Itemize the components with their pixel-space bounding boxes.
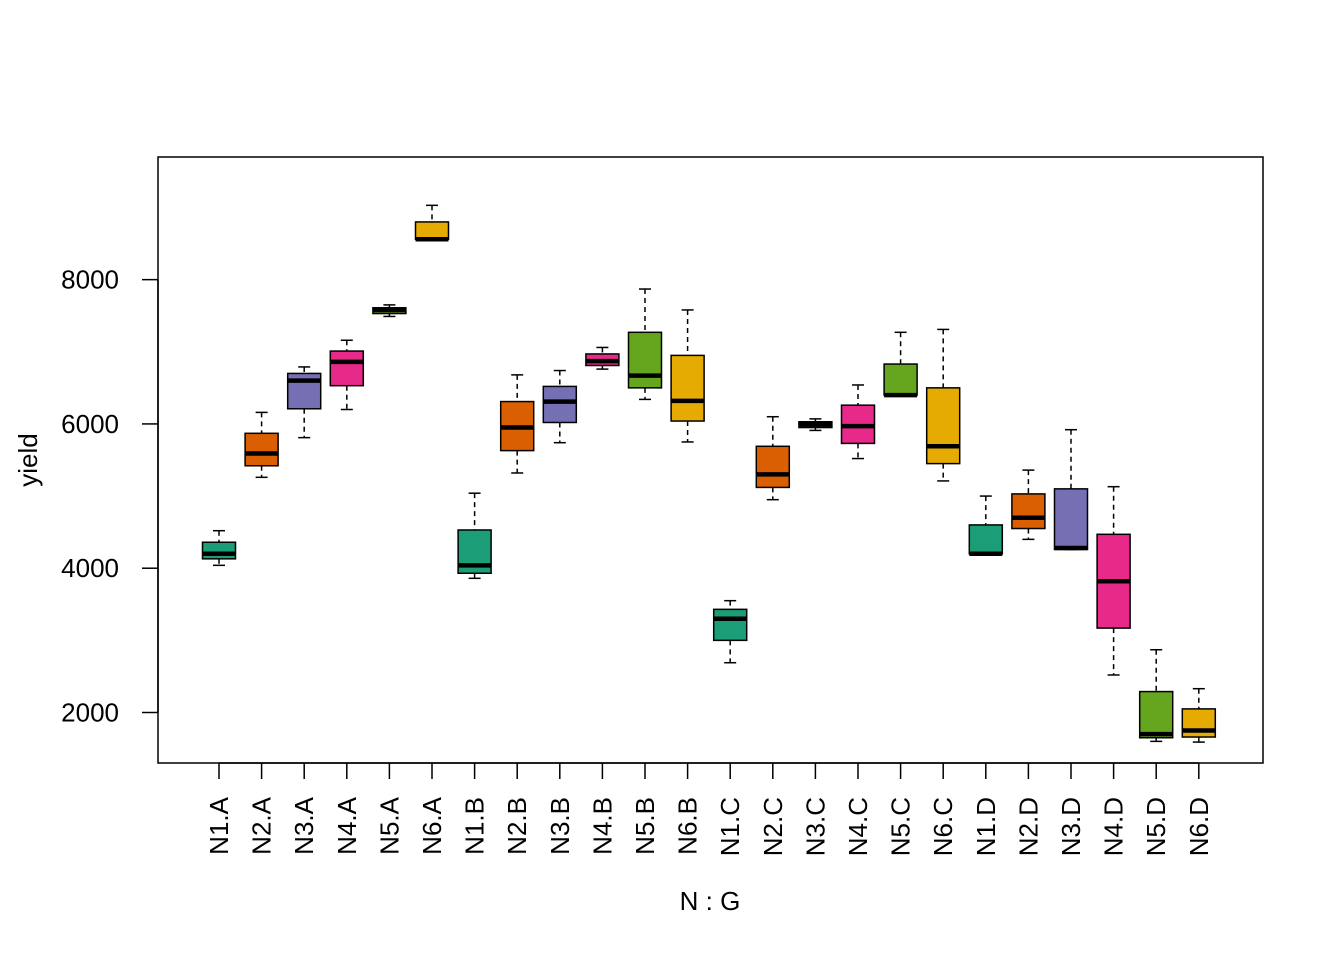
box-N2.B xyxy=(499,374,535,474)
x-axis: N1.A N2.A N3.A N4.A N5.A N6.A N1.B N2.B N3.B N4.B… xyxy=(204,762,1214,856)
iqr-box xyxy=(201,541,237,560)
box-N6.B xyxy=(670,309,705,443)
box-N3.D xyxy=(1053,428,1089,551)
x-tick-label: N4.A xyxy=(332,796,362,854)
x-tick-label: N3.D xyxy=(1056,797,1086,856)
x-tick-label: N2.D xyxy=(1013,797,1043,856)
iqr-box xyxy=(670,354,705,422)
y-tick-label: 4000 xyxy=(61,553,119,583)
y-axis-label: yield xyxy=(13,433,43,486)
x-tick-label: N6.B xyxy=(673,797,703,855)
x-tick-label: N2.B xyxy=(502,797,532,855)
x-tick-label: N3.C xyxy=(800,797,830,856)
x-tick-label: N6.D xyxy=(1184,797,1214,856)
iqr-box xyxy=(883,363,918,396)
iqr-box xyxy=(542,385,578,424)
x-tick-label: N1.D xyxy=(971,797,1001,856)
x-tick-label: N2.A xyxy=(247,796,277,854)
box-N3.A xyxy=(286,366,322,439)
x-tick-label: N2.C xyxy=(758,797,788,856)
x-tick-label: N6.A xyxy=(417,796,447,854)
box-N2.D xyxy=(1011,469,1046,541)
box-N1.B xyxy=(457,492,492,580)
x-tick-label: N6.C xyxy=(928,797,958,856)
iqr-box xyxy=(1053,488,1089,551)
box-N6.D xyxy=(1181,687,1217,743)
iqr-box xyxy=(968,524,1004,555)
plot-frame xyxy=(157,156,1264,764)
box-N2.A xyxy=(244,411,279,479)
x-tick-label: N4.D xyxy=(1099,797,1129,856)
box-N4.D xyxy=(1096,485,1131,676)
y-axis: 2000 4000 6000 8000 xyxy=(61,265,159,728)
iqr-box xyxy=(627,331,663,389)
box-N3.C xyxy=(798,418,833,432)
y-tick-label: 2000 xyxy=(61,698,119,728)
x-tick-label: N1.B xyxy=(460,797,490,855)
x-tick-label: N5.A xyxy=(374,796,404,854)
box-N1.C xyxy=(712,599,748,664)
box-N6.A xyxy=(414,204,450,242)
box-N1.A xyxy=(201,529,237,567)
iqr-box xyxy=(414,221,450,240)
x-tick-label: N4.B xyxy=(587,797,617,855)
iqr-box xyxy=(925,387,961,465)
box-N3.B xyxy=(542,369,578,444)
x-tick-label: N5.C xyxy=(886,797,916,856)
y-tick-label: 6000 xyxy=(61,409,119,439)
box-group xyxy=(201,204,1217,743)
iqr-box xyxy=(1181,708,1217,738)
iqr-box xyxy=(1138,690,1174,739)
box-N1.D xyxy=(968,495,1004,557)
x-axis-label: N : G xyxy=(680,886,741,916)
box-N2.C xyxy=(755,415,791,501)
x-tick-label: N3.A xyxy=(289,796,319,854)
box-N5.B xyxy=(627,288,663,401)
x-tick-label: N1.A xyxy=(204,796,234,854)
x-tick-label: N3.B xyxy=(545,797,575,855)
box-N4.A xyxy=(329,339,365,411)
y-tick-label: 8000 xyxy=(61,265,119,295)
iqr-box xyxy=(712,608,748,642)
iqr-box xyxy=(1011,493,1046,530)
iqr-box xyxy=(244,432,279,467)
x-tick-label: N1.C xyxy=(715,797,745,856)
x-tick-label: N4.C xyxy=(843,797,873,856)
box-N5.C xyxy=(883,331,918,398)
box-N5.A xyxy=(372,304,407,318)
box-N4.C xyxy=(840,384,876,460)
box-N4.B xyxy=(585,346,620,370)
iqr-box xyxy=(329,350,365,387)
box-N6.C xyxy=(925,328,961,482)
box-N5.D xyxy=(1138,648,1174,743)
x-tick-label: N5.D xyxy=(1141,797,1171,856)
iqr-box xyxy=(755,445,791,489)
x-tick-label: N5.B xyxy=(630,797,660,855)
